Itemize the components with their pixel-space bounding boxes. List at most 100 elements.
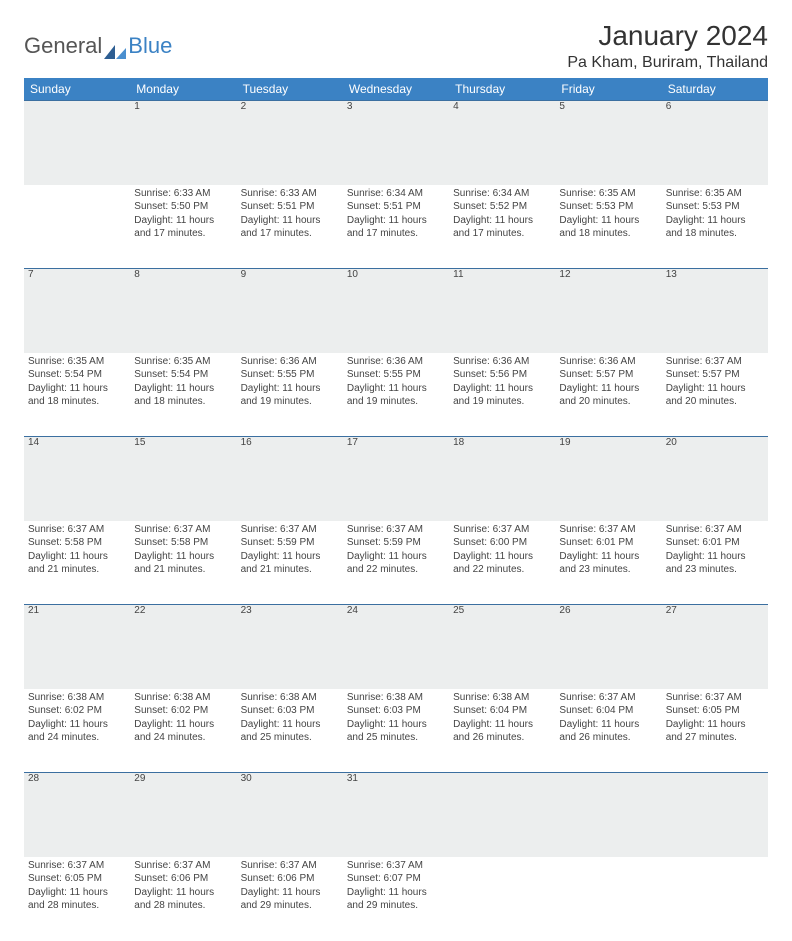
day-cell: Sunrise: 6:36 AMSunset: 5:57 PMDaylight:… xyxy=(555,353,661,437)
day-number: 19 xyxy=(555,437,661,521)
weekday-header: Sunday xyxy=(24,78,130,101)
day2-text: and 23 minutes. xyxy=(666,563,764,577)
sunset-text: Sunset: 6:03 PM xyxy=(241,704,339,718)
weekday-header: Tuesday xyxy=(237,78,343,101)
day1-text: Daylight: 11 hours xyxy=(559,550,657,564)
weekday-header: Thursday xyxy=(449,78,555,101)
day-cell: Sunrise: 6:37 AMSunset: 6:00 PMDaylight:… xyxy=(449,521,555,605)
day-cell: Sunrise: 6:38 AMSunset: 6:04 PMDaylight:… xyxy=(449,689,555,773)
sunrise-text: Sunrise: 6:37 AM xyxy=(559,523,657,537)
weekday-header-row: Sunday Monday Tuesday Wednesday Thursday… xyxy=(24,78,768,101)
sunset-text: Sunset: 5:54 PM xyxy=(28,368,126,382)
title-block: January 2024 Pa Kham, Buriram, Thailand xyxy=(567,20,768,72)
day-number: 31 xyxy=(343,773,449,857)
day2-text: and 17 minutes. xyxy=(134,227,232,241)
day1-text: Daylight: 11 hours xyxy=(241,886,339,900)
day2-text: and 21 minutes. xyxy=(134,563,232,577)
day-cell xyxy=(449,857,555,941)
day-cell: Sunrise: 6:37 AMSunset: 6:01 PMDaylight:… xyxy=(662,521,768,605)
day2-text: and 19 minutes. xyxy=(241,395,339,409)
day-number: 28 xyxy=(24,773,130,857)
day-number: 5 xyxy=(555,101,661,185)
day2-text: and 24 minutes. xyxy=(134,731,232,745)
day1-text: Daylight: 11 hours xyxy=(241,382,339,396)
sunrise-text: Sunrise: 6:37 AM xyxy=(347,859,445,873)
day2-text: and 19 minutes. xyxy=(347,395,445,409)
day-number-row: 28293031 xyxy=(24,773,768,857)
day1-text: Daylight: 11 hours xyxy=(347,382,445,396)
day1-text: Daylight: 11 hours xyxy=(134,718,232,732)
sunrise-text: Sunrise: 6:38 AM xyxy=(241,691,339,705)
sunrise-text: Sunrise: 6:35 AM xyxy=(666,187,764,201)
day-cell: Sunrise: 6:34 AMSunset: 5:52 PMDaylight:… xyxy=(449,185,555,269)
day-number-row: 123456 xyxy=(24,101,768,185)
day-number: 8 xyxy=(130,269,236,353)
location: Pa Kham, Buriram, Thailand xyxy=(567,54,768,72)
weekday-header: Friday xyxy=(555,78,661,101)
day-number: 25 xyxy=(449,605,555,689)
day-cell: Sunrise: 6:36 AMSunset: 5:55 PMDaylight:… xyxy=(237,353,343,437)
sunrise-text: Sunrise: 6:36 AM xyxy=(453,355,551,369)
day2-text: and 28 minutes. xyxy=(134,899,232,913)
day-number: 14 xyxy=(24,437,130,521)
sunset-text: Sunset: 5:55 PM xyxy=(241,368,339,382)
day2-text: and 17 minutes. xyxy=(347,227,445,241)
day-number: 4 xyxy=(449,101,555,185)
day1-text: Daylight: 11 hours xyxy=(453,382,551,396)
day-content-row: Sunrise: 6:38 AMSunset: 6:02 PMDaylight:… xyxy=(24,689,768,773)
weekday-header: Monday xyxy=(130,78,236,101)
day2-text: and 23 minutes. xyxy=(559,563,657,577)
day-cell xyxy=(555,857,661,941)
sunset-text: Sunset: 6:03 PM xyxy=(347,704,445,718)
day-cell: Sunrise: 6:37 AMSunset: 5:58 PMDaylight:… xyxy=(130,521,236,605)
day-number-row: 78910111213 xyxy=(24,269,768,353)
day-cell: Sunrise: 6:37 AMSunset: 6:01 PMDaylight:… xyxy=(555,521,661,605)
day-number: 7 xyxy=(24,269,130,353)
day-content-row: Sunrise: 6:33 AMSunset: 5:50 PMDaylight:… xyxy=(24,185,768,269)
sunset-text: Sunset: 6:04 PM xyxy=(453,704,551,718)
day-cell: Sunrise: 6:38 AMSunset: 6:02 PMDaylight:… xyxy=(130,689,236,773)
day2-text: and 28 minutes. xyxy=(28,899,126,913)
sunrise-text: Sunrise: 6:35 AM xyxy=(559,187,657,201)
day-number: 9 xyxy=(237,269,343,353)
sunrise-text: Sunrise: 6:38 AM xyxy=(28,691,126,705)
day-number xyxy=(449,773,555,857)
logo-sail-icon xyxy=(104,39,126,53)
day-cell: Sunrise: 6:37 AMSunset: 6:05 PMDaylight:… xyxy=(662,689,768,773)
sunset-text: Sunset: 5:52 PM xyxy=(453,200,551,214)
day1-text: Daylight: 11 hours xyxy=(347,886,445,900)
sunrise-text: Sunrise: 6:37 AM xyxy=(559,691,657,705)
sunrise-text: Sunrise: 6:37 AM xyxy=(134,859,232,873)
day-number: 11 xyxy=(449,269,555,353)
day2-text: and 22 minutes. xyxy=(453,563,551,577)
sunrise-text: Sunrise: 6:34 AM xyxy=(453,187,551,201)
day1-text: Daylight: 11 hours xyxy=(347,718,445,732)
sunset-text: Sunset: 6:05 PM xyxy=(666,704,764,718)
day-cell: Sunrise: 6:33 AMSunset: 5:50 PMDaylight:… xyxy=(130,185,236,269)
sunset-text: Sunset: 5:59 PM xyxy=(347,536,445,550)
sunrise-text: Sunrise: 6:37 AM xyxy=(28,859,126,873)
day-number: 16 xyxy=(237,437,343,521)
sunrise-text: Sunrise: 6:37 AM xyxy=(134,523,232,537)
day-cell: Sunrise: 6:37 AMSunset: 5:58 PMDaylight:… xyxy=(24,521,130,605)
day-number xyxy=(662,773,768,857)
header: General Blue January 2024 Pa Kham, Burir… xyxy=(24,20,768,72)
logo-text-general: General xyxy=(24,33,102,59)
day1-text: Daylight: 11 hours xyxy=(28,886,126,900)
day-cell: Sunrise: 6:37 AMSunset: 5:59 PMDaylight:… xyxy=(343,521,449,605)
day-number: 21 xyxy=(24,605,130,689)
day-content-row: Sunrise: 6:37 AMSunset: 6:05 PMDaylight:… xyxy=(24,857,768,941)
day2-text: and 17 minutes. xyxy=(453,227,551,241)
day2-text: and 18 minutes. xyxy=(134,395,232,409)
sunrise-text: Sunrise: 6:34 AM xyxy=(347,187,445,201)
day1-text: Daylight: 11 hours xyxy=(453,214,551,228)
sunset-text: Sunset: 5:55 PM xyxy=(347,368,445,382)
day-cell: Sunrise: 6:35 AMSunset: 5:54 PMDaylight:… xyxy=(24,353,130,437)
day1-text: Daylight: 11 hours xyxy=(241,214,339,228)
day-cell: Sunrise: 6:37 AMSunset: 5:59 PMDaylight:… xyxy=(237,521,343,605)
day-number: 1 xyxy=(130,101,236,185)
day-cell: Sunrise: 6:37 AMSunset: 5:57 PMDaylight:… xyxy=(662,353,768,437)
day-cell xyxy=(662,857,768,941)
sunset-text: Sunset: 5:56 PM xyxy=(453,368,551,382)
day2-text: and 18 minutes. xyxy=(28,395,126,409)
